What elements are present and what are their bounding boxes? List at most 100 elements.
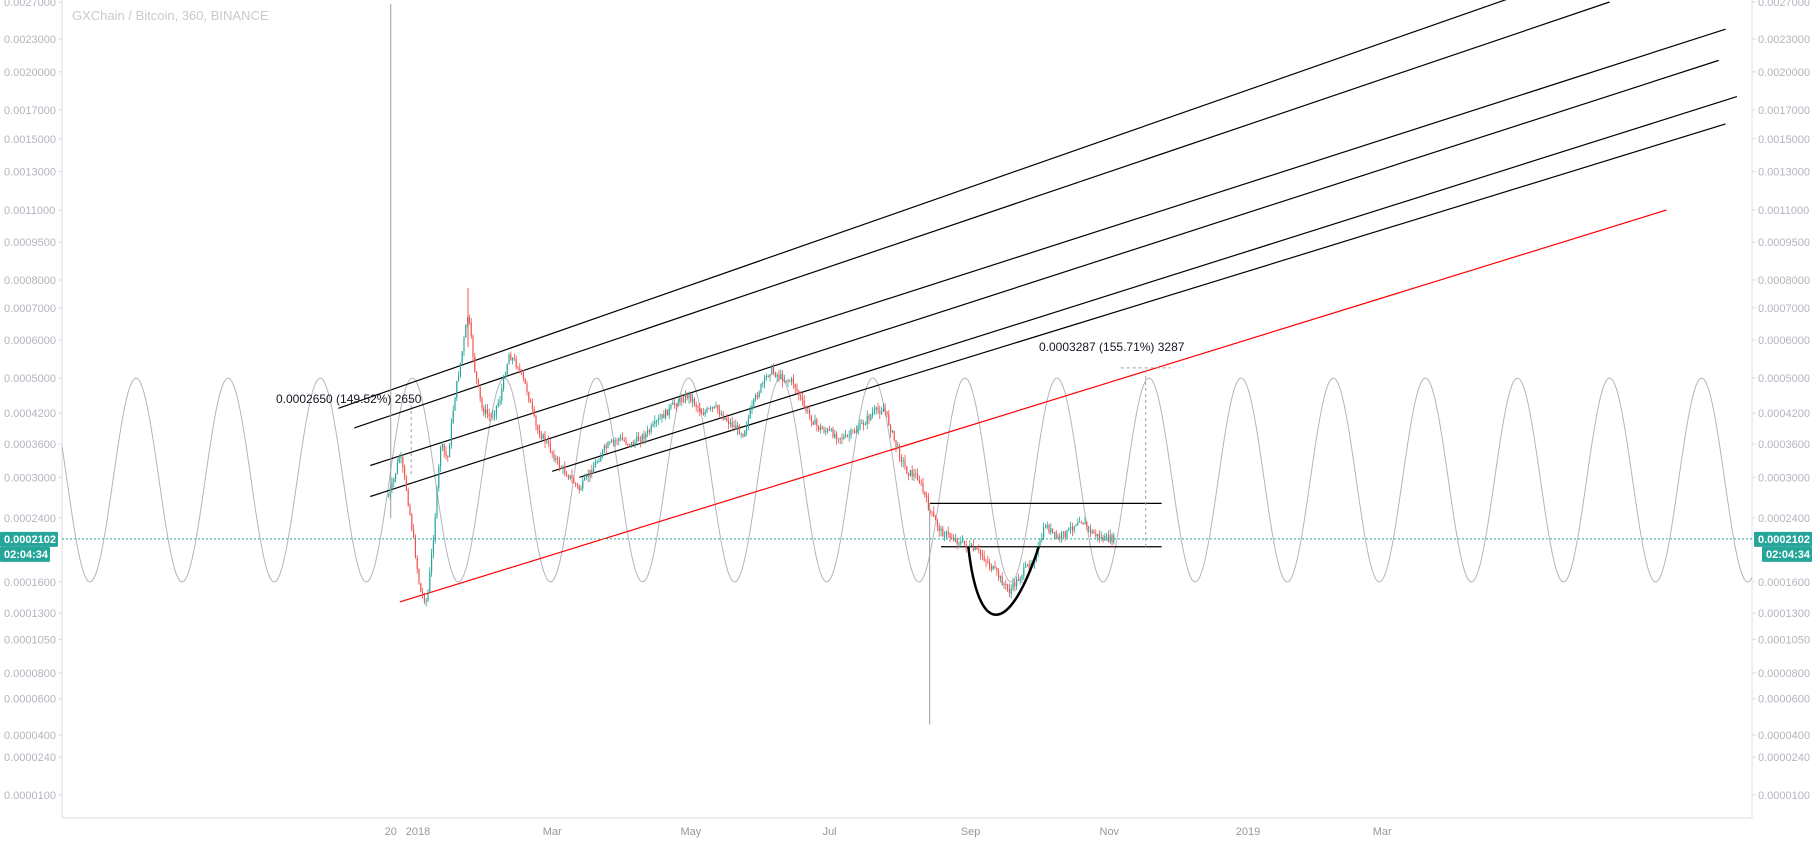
candle-body: [841, 437, 843, 439]
time-axis-label: Jul: [823, 826, 837, 838]
candle-body: [652, 423, 654, 426]
candle-body: [398, 457, 400, 463]
candle-body: [468, 317, 470, 323]
candle-body: [940, 528, 942, 531]
candle-body: [924, 491, 926, 496]
candle-body: [605, 445, 607, 448]
candle-body: [495, 405, 497, 414]
candle-body: [724, 417, 726, 420]
candle-body: [985, 560, 987, 562]
candle-body: [1059, 536, 1061, 539]
trend-lines: [338, 0, 1738, 603]
right-price-tick: 0.0003600: [1758, 439, 1810, 451]
candle-body: [848, 435, 850, 437]
left-price-tick: 0.0004200: [4, 408, 56, 420]
candle-body: [942, 528, 944, 537]
candle-body: [945, 531, 947, 537]
candle-body: [542, 434, 544, 439]
candle-body: [508, 354, 510, 365]
candle-body: [531, 402, 533, 410]
candle-body: [830, 429, 832, 431]
time-axis-label: 20: [385, 826, 397, 838]
candle-body: [803, 400, 805, 407]
candle-body: [400, 457, 402, 458]
candle-body: [990, 566, 992, 570]
trend-line[interactable]: [354, 1, 1610, 429]
candle-body: [1010, 588, 1012, 594]
candle-body: [535, 415, 537, 426]
candle-body: [623, 439, 625, 441]
candle-body: [636, 436, 638, 442]
candle-body: [452, 410, 454, 423]
time-axis[interactable]: 20 2018 Mar May Jul Sep Nov 2019 Mar: [385, 826, 1392, 838]
candle-body: [735, 425, 737, 430]
rounded-bottom-arc: [967, 546, 1040, 616]
candle-body: [814, 419, 816, 425]
red-trend-line[interactable]: [399, 209, 1667, 603]
right-price-tick: 0.0020000: [1758, 67, 1810, 79]
candle-body: [917, 474, 919, 481]
candle-body: [549, 443, 551, 452]
candle-body: [978, 549, 980, 551]
candle-body: [591, 469, 593, 474]
candle-body: [513, 358, 515, 360]
right-price-tick: 0.0003000: [1758, 472, 1810, 484]
candle-body: [522, 372, 524, 379]
trend-line[interactable]: [338, 0, 1523, 409]
candle-body: [1055, 532, 1057, 539]
candle-body: [785, 380, 787, 382]
candle-body: [1003, 584, 1005, 586]
candle-body: [389, 489, 391, 497]
candle-body: [663, 414, 665, 419]
right-price-tick: 0.0009500: [1758, 237, 1810, 249]
candle-body: [627, 443, 629, 445]
candle-body: [693, 398, 695, 405]
candle-body: [409, 505, 411, 515]
candle-body: [747, 418, 749, 427]
candles: [387, 4, 1115, 725]
candle-body: [738, 425, 740, 435]
candle-body: [1107, 535, 1109, 542]
candle-body: [584, 477, 586, 481]
candle-body: [553, 453, 555, 460]
candle-body: [740, 434, 742, 435]
candle-body: [771, 367, 773, 375]
candle-body: [1050, 528, 1052, 533]
candle-body: [843, 436, 845, 439]
candle-body: [1086, 522, 1088, 528]
candle-body: [873, 409, 875, 413]
candle-body: [965, 544, 967, 549]
trend-line[interactable]: [551, 96, 1738, 472]
rounded-bottom-curve[interactable]: [967, 546, 1040, 616]
right-price-tick: 0.0004200: [1758, 408, 1810, 420]
candle-body: [800, 395, 802, 398]
candle-body: [422, 592, 424, 595]
candle-body: [1097, 534, 1099, 537]
candle-body: [510, 354, 512, 361]
candle-body: [648, 430, 650, 432]
left-price-tick: 0.0017000: [4, 105, 56, 117]
right-countdown-label: 02:04:34: [1766, 549, 1811, 561]
candle-body: [710, 407, 712, 409]
trend-line[interactable]: [370, 28, 1726, 467]
candle-body: [706, 408, 708, 412]
candle-body: [908, 473, 910, 476]
candle-body: [1046, 524, 1048, 528]
candle-body: [728, 421, 730, 425]
candle-body: [672, 402, 674, 405]
candle-body: [1100, 537, 1102, 539]
candle-body: [490, 415, 492, 417]
candle-body: [1043, 527, 1045, 539]
trend-line[interactable]: [370, 59, 1719, 498]
right-price-badge-box: [1754, 531, 1812, 547]
candle-body: [756, 395, 758, 397]
candle-body: [846, 435, 848, 436]
candle-body: [900, 457, 902, 462]
trend-line[interactable]: [579, 123, 1726, 478]
left-price-tick: 0.0027000: [4, 0, 56, 9]
candle-body: [603, 445, 605, 450]
candle-body: [780, 374, 782, 379]
candle-body: [602, 450, 604, 457]
candle-body: [524, 378, 526, 384]
